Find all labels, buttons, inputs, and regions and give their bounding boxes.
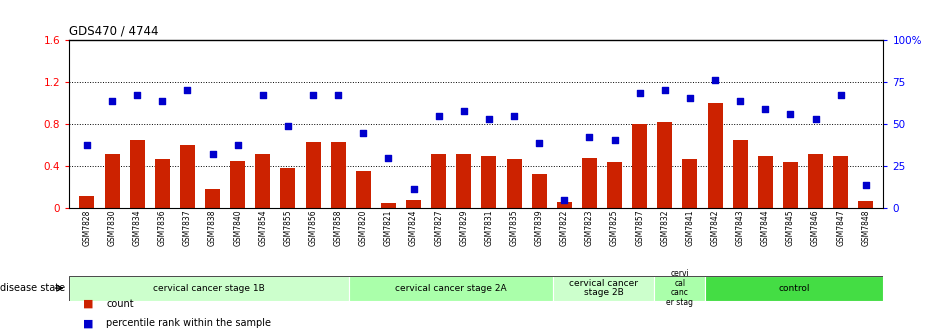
Point [381, 155, 396, 161]
Bar [330, 142, 346, 208]
Point [808, 116, 823, 122]
Bar [783, 162, 798, 208]
Text: count: count [106, 299, 134, 309]
Point [758, 106, 772, 111]
Point [205, 151, 220, 157]
Text: GDS470 / 4744: GDS470 / 4744 [69, 25, 159, 38]
Point [633, 90, 648, 95]
Text: percentile rank within the sample: percentile rank within the sample [106, 318, 271, 328]
Point [482, 116, 497, 122]
Point [833, 92, 848, 97]
Text: cervical cancer stage 1B: cervical cancer stage 1B [154, 284, 265, 293]
Point [582, 134, 597, 140]
Point [783, 111, 798, 117]
Bar [381, 203, 396, 208]
Bar [280, 168, 295, 208]
Bar [350, 276, 553, 301]
Bar [69, 276, 350, 301]
Point [406, 187, 421, 192]
Point [683, 95, 697, 101]
Bar [356, 170, 371, 208]
Point [858, 182, 873, 188]
Bar [858, 201, 873, 208]
Point [130, 92, 144, 97]
Point [255, 92, 270, 97]
Bar [557, 202, 572, 208]
Bar [833, 156, 848, 208]
Bar [733, 140, 747, 208]
Point [507, 113, 522, 119]
Point [557, 197, 572, 203]
Point [658, 87, 672, 92]
Bar [180, 145, 195, 208]
Text: cervical cancer stage 2A: cervical cancer stage 2A [395, 284, 507, 293]
Point [356, 130, 371, 135]
Text: ■: ■ [83, 318, 93, 328]
Point [154, 98, 169, 104]
Bar [708, 103, 722, 208]
Bar [205, 190, 220, 208]
Point [280, 124, 295, 129]
Text: cervi
cal
canc
er stag: cervi cal canc er stag [666, 269, 694, 307]
Bar [532, 174, 547, 208]
Bar [632, 124, 648, 208]
Point [607, 137, 622, 143]
Bar [456, 154, 472, 208]
Point [733, 98, 747, 104]
Point [331, 92, 346, 97]
Text: control: control [779, 284, 810, 293]
Text: ■: ■ [83, 299, 93, 309]
Bar [80, 196, 94, 208]
Point [305, 92, 320, 97]
Bar [706, 276, 883, 301]
Bar [683, 159, 697, 208]
Text: disease state: disease state [0, 283, 65, 293]
Point [180, 87, 195, 92]
Point [80, 142, 94, 148]
Bar [105, 154, 119, 208]
Point [230, 142, 245, 148]
Bar [607, 162, 623, 208]
Bar [406, 200, 421, 208]
Point [431, 113, 446, 119]
Point [708, 78, 722, 83]
Bar [305, 142, 321, 208]
Point [456, 108, 471, 113]
Bar [154, 159, 170, 208]
Bar [255, 154, 270, 208]
Bar [582, 158, 597, 208]
Text: cervical cancer
stage 2B: cervical cancer stage 2B [569, 279, 638, 297]
Bar [481, 156, 497, 208]
Bar [130, 140, 144, 208]
Point [532, 140, 547, 146]
Bar [507, 159, 522, 208]
Bar [655, 276, 706, 301]
Point [105, 98, 119, 104]
Bar [658, 122, 672, 208]
Bar [431, 154, 446, 208]
Bar [553, 276, 655, 301]
Bar [758, 156, 772, 208]
Bar [230, 161, 245, 208]
Bar [808, 154, 823, 208]
